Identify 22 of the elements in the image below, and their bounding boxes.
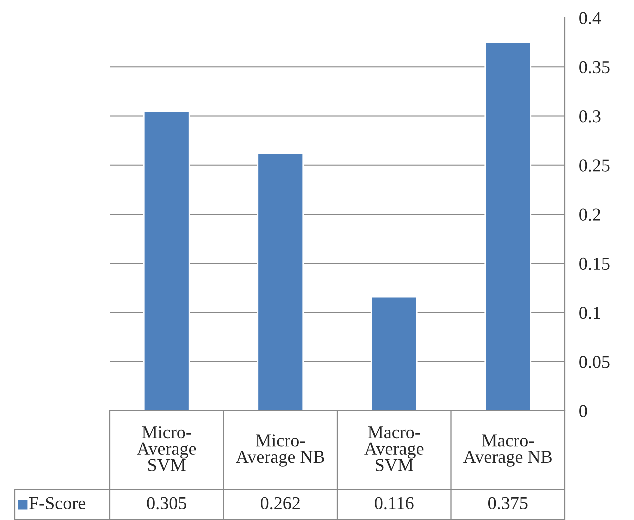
bar [257,152,304,411]
data-label: 0.305 [147,497,186,510]
y-tick-label: 0.15 [580,258,610,270]
data-label: 0.262 [261,497,300,510]
y-tick-label: 0 [580,405,588,418]
y-tick-label: 0.05 [580,356,610,368]
y-tick-label: 0.2 [580,208,600,222]
legend-label: F-Score [30,497,86,510]
y-tick-label: 0.1 [580,307,600,320]
bar [143,110,190,411]
y-tick-label: 0.3 [580,110,601,123]
bar [370,296,418,411]
data-label: 0.116 [375,497,414,510]
data-label: 0.375 [488,497,528,510]
x-tick-label: Micro- Average NB [236,434,324,467]
y-tick-label: 0.25 [580,160,610,172]
x-tick-label: Micro- Average SVM [137,426,196,472]
y-tick-label: 0.35 [580,61,610,74]
y-tick-label: 0.4 [580,12,602,25]
bar [484,42,532,411]
x-tick-label: Macro- Average NB [464,434,552,467]
x-tick-label: Macro- Average SVM [364,426,424,472]
